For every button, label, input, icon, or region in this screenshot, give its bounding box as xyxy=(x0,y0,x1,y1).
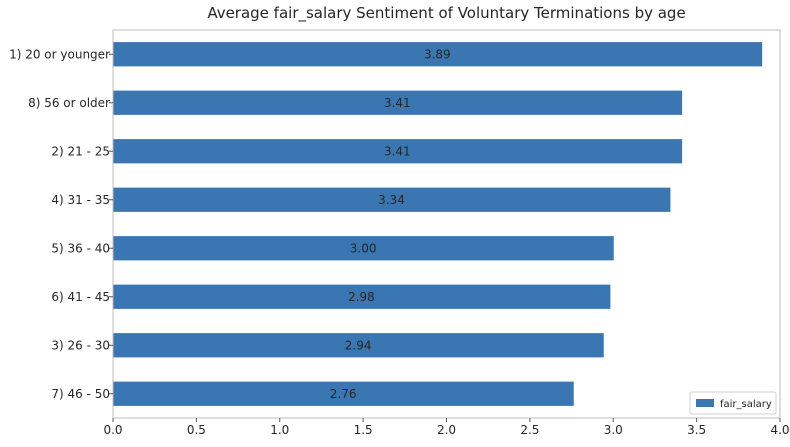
x-tick-label: 2.5 xyxy=(520,423,539,437)
x-tick-label: 4.0 xyxy=(770,423,789,437)
bar-value-label: 2.76 xyxy=(330,387,357,401)
bar-value-label: 3.34 xyxy=(378,193,405,207)
y-tick-label: 8) 56 or older xyxy=(28,96,110,110)
x-tick-label: 1.5 xyxy=(354,423,373,437)
y-tick-label: 6) 41 - 45 xyxy=(51,290,110,304)
bar xyxy=(113,236,614,261)
x-tick-label: 3.0 xyxy=(604,423,623,437)
x-tick-label: 0.0 xyxy=(103,423,122,437)
bar xyxy=(113,187,671,212)
x-tick-label: 2.0 xyxy=(437,423,456,437)
bar-value-label: 3.00 xyxy=(350,241,377,255)
bar-value-label: 3.41 xyxy=(384,96,411,110)
y-tick-label: 2) 21 - 25 xyxy=(51,144,110,158)
bar xyxy=(113,381,574,406)
y-tick-label: 5) 36 - 40 xyxy=(51,241,110,255)
y-tick-label: 4) 31 - 35 xyxy=(51,193,110,207)
bar-value-label: 2.98 xyxy=(348,290,375,304)
bar xyxy=(113,333,604,358)
legend-box xyxy=(689,391,777,415)
bar xyxy=(113,284,611,309)
bar xyxy=(113,139,683,164)
x-tick-label: 1.0 xyxy=(270,423,289,437)
x-tick-label: 3.5 xyxy=(687,423,706,437)
y-tick-label: 7) 46 - 50 xyxy=(51,387,110,401)
bar-value-label: 3.89 xyxy=(424,47,451,61)
plot-frame xyxy=(112,29,781,419)
x-tick-label: 0.5 xyxy=(187,423,206,437)
y-tick-label: 3) 26 - 30 xyxy=(51,338,110,352)
legend-swatch xyxy=(696,399,714,407)
y-tick-label: 1) 20 or younger xyxy=(9,47,110,61)
bar-value-label: 3.41 xyxy=(384,144,411,158)
legend-label: fair_salary xyxy=(720,399,772,410)
chart-title: Average fair_salary Sentiment of Volunta… xyxy=(207,4,686,22)
bar-value-label: 2.94 xyxy=(345,338,372,352)
bar xyxy=(113,42,763,67)
bar xyxy=(113,90,683,115)
